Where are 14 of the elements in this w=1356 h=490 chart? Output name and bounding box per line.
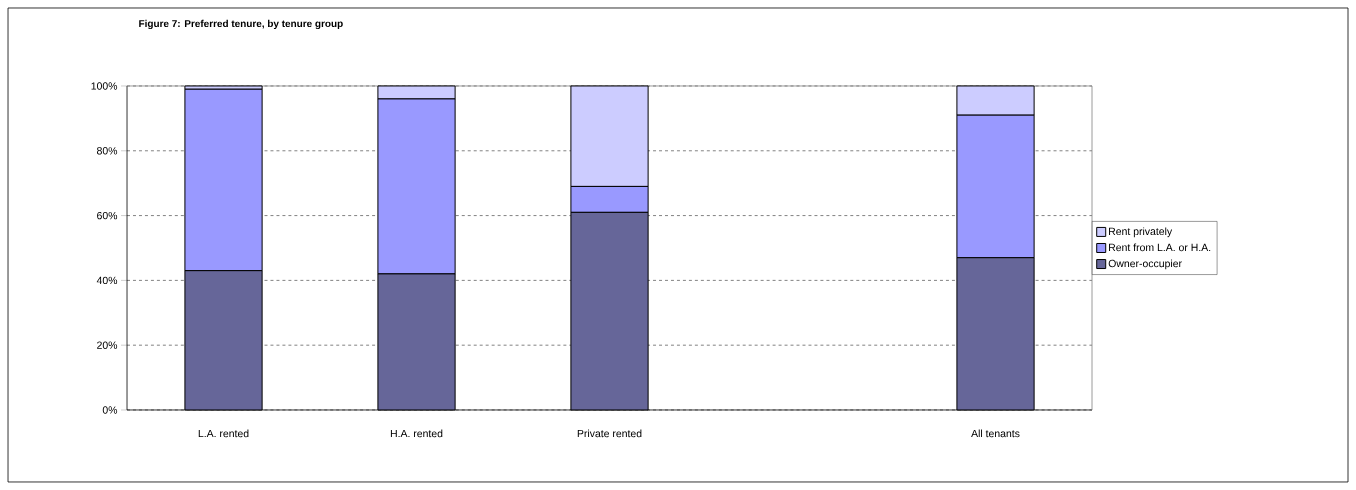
x-tick-label: All tenants [971,429,1020,438]
chart-title: Figure 7: Preferred tenure, by tenure group [139,19,343,30]
legend-label: Owner-occupier [1108,259,1182,270]
y-tick-label: 20% [97,341,118,349]
y-tick-label: 40% [96,276,118,285]
y-tick-label: 80% [97,147,118,155]
y-tick-label: 60% [97,211,118,220]
y-tick-label: 0% [102,406,118,414]
x-tick-label: Private rented [577,429,642,438]
legend-label: Rent privately [1109,227,1173,238]
x-tick-label: L.A. rented [198,429,249,438]
x-tick-label: H.A. rented [390,429,443,438]
y-tick-label: 100% [91,82,118,90]
legend-label: Rent from L.A. or H.A. [1109,243,1211,252]
